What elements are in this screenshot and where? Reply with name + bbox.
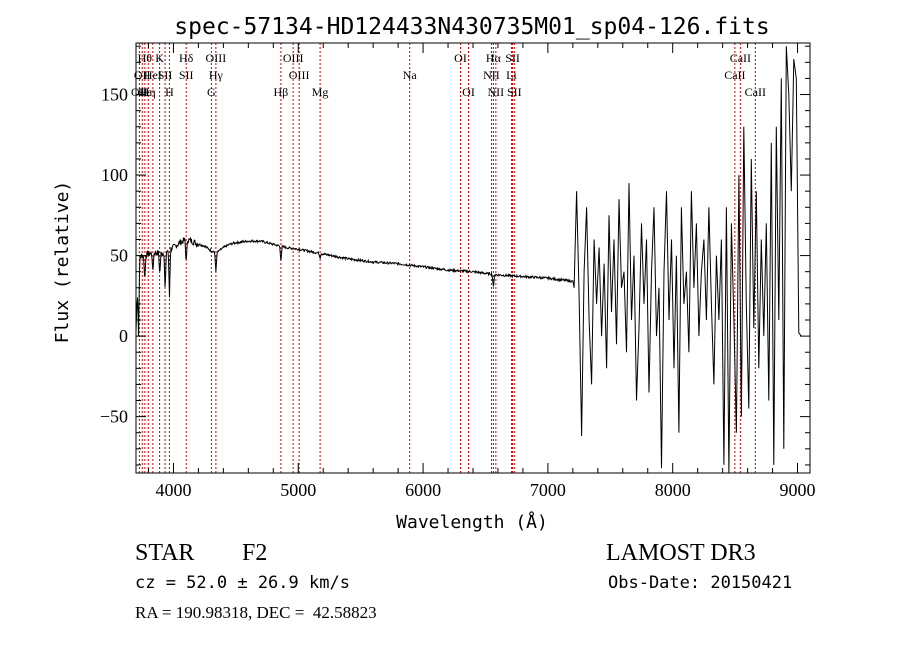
line-label: CaII bbox=[730, 51, 751, 65]
observation-date: Obs-Date: 20150421 bbox=[608, 573, 793, 593]
line-label: Hθ bbox=[138, 51, 153, 65]
y-tick-label: −50 bbox=[100, 407, 128, 427]
redshift-value: cz = 52.0 ± 26.9 km/s bbox=[135, 573, 350, 593]
line-label: Hβ bbox=[274, 85, 289, 99]
line-label: HeI bbox=[144, 68, 162, 82]
line-label: Na bbox=[403, 68, 418, 82]
line-label: OI bbox=[454, 51, 467, 65]
line-label: OIII bbox=[283, 51, 304, 65]
spectrum-plot bbox=[135, 46, 802, 474]
line-label: Mg bbox=[312, 85, 329, 99]
line-label: OIII bbox=[289, 68, 310, 82]
coordinates: RA = 190.98318, DEC = 42.58823 bbox=[135, 603, 377, 622]
line-label: SII bbox=[158, 68, 173, 82]
x-tick-label: 6000 bbox=[405, 480, 441, 500]
x-axis: 4000 5000 6000 7000 8000 9000 bbox=[147, 43, 816, 500]
line-label: H bbox=[165, 85, 174, 99]
line-label: Hα bbox=[486, 51, 502, 65]
emission-line-labels: OIIOIIHθHεHηHeIKSIIHHδSIIGOIIIHγHβOIIIOI… bbox=[131, 51, 766, 99]
y-axis: −50 0 50 100 150 bbox=[100, 45, 810, 466]
line-label: SII bbox=[505, 51, 520, 65]
line-label: G bbox=[207, 85, 216, 99]
plot-frame bbox=[135, 42, 811, 474]
survey-name: LAMOST DR3 bbox=[606, 540, 756, 566]
emission-line-markers bbox=[138, 43, 756, 473]
line-label: K bbox=[155, 51, 164, 65]
line-label: Hδ bbox=[179, 51, 194, 65]
line-label: CaII bbox=[745, 85, 766, 99]
y-axis-label: Flux (relative) bbox=[52, 181, 73, 344]
line-label: SII bbox=[507, 85, 522, 99]
x-tick-label: 8000 bbox=[655, 480, 691, 500]
object-class: STAR bbox=[135, 540, 195, 566]
spectrum-line bbox=[135, 46, 802, 474]
line-label: Li bbox=[506, 68, 517, 82]
x-tick-label: 9000 bbox=[780, 480, 816, 500]
y-tick-label: 100 bbox=[101, 165, 128, 185]
chart-title: spec-57134-HD124433N430735M01_sp04-126.f… bbox=[174, 14, 769, 40]
line-label: OII bbox=[131, 85, 148, 99]
line-label: OI bbox=[462, 85, 475, 99]
y-tick-label: 150 bbox=[101, 85, 128, 105]
x-tick-label: 5000 bbox=[280, 480, 316, 500]
line-label: NII bbox=[488, 85, 505, 99]
x-tick-label: 4000 bbox=[155, 480, 191, 500]
line-label: Hε bbox=[138, 85, 152, 99]
line-label: Hγ bbox=[209, 68, 224, 82]
line-label: NII bbox=[483, 68, 500, 82]
x-axis-label: Wavelength (Å) bbox=[396, 511, 548, 533]
line-label: CaII bbox=[724, 68, 745, 82]
line-label: OIII bbox=[206, 51, 227, 65]
line-label: Hη bbox=[141, 85, 156, 99]
y-tick-label: 0 bbox=[119, 326, 128, 346]
object-subclass: F2 bbox=[242, 540, 268, 566]
x-tick-label: 7000 bbox=[530, 480, 566, 500]
line-label: SII bbox=[179, 68, 194, 82]
y-tick-label: 50 bbox=[110, 246, 128, 266]
